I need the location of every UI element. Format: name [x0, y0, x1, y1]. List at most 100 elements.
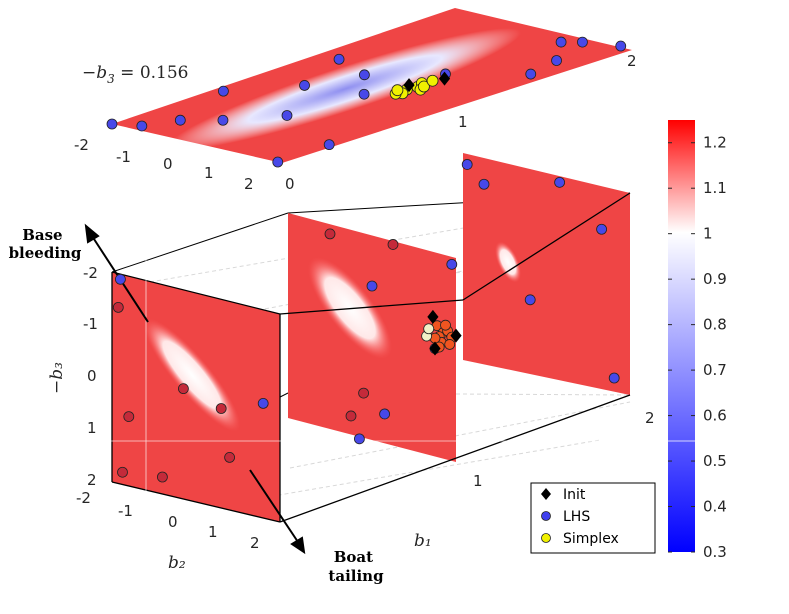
arrow-boat-tailing: [249, 469, 306, 555]
lhs-point: [358, 69, 370, 81]
colorbar-ramp: [668, 120, 695, 552]
legend-init-marker: [541, 488, 551, 500]
lhs-point: [551, 55, 562, 66]
lhs-point: [299, 80, 310, 91]
b3-tick: 1: [87, 419, 97, 437]
top-b2-tick: 2: [244, 175, 254, 193]
init-point: [450, 328, 462, 343]
top-slice-label: −b3 = 0.156: [82, 63, 189, 86]
simplex-point: [391, 84, 404, 97]
colorbar-tick-label: 1.1: [703, 179, 727, 197]
zlabel: −b₃: [47, 362, 67, 394]
legend-lhs-marker: [541, 511, 551, 521]
b2-tick: -1: [118, 502, 133, 520]
slice-b1-0-valley: [143, 318, 241, 432]
lhs-point-hidden: [112, 301, 124, 313]
b2-tick: 1: [208, 523, 218, 541]
colorbar-tick-label: 1.2: [703, 134, 727, 152]
legend-simplex-marker: [541, 533, 551, 543]
init-point: [438, 71, 451, 86]
colorbar-tick-label: 0.7: [703, 361, 727, 379]
top-b2-tick: -2: [74, 136, 89, 154]
lhs-point: [106, 118, 118, 130]
crosshair: [0, 260, 789, 500]
top-b2-tick: -1: [116, 148, 131, 166]
legend-lhs-label: LHS: [563, 509, 590, 525]
b3-axis-ticks: -2 -1 0 1 2: [83, 264, 98, 489]
b2-tick: 0: [168, 513, 178, 531]
colorbar-tick-label: 0.8: [703, 316, 727, 334]
top-b2-tick: 0: [163, 155, 173, 173]
top-b1-tick: 2: [627, 52, 637, 70]
slice-b1-2-valley: [495, 241, 521, 283]
ylabel: b₂: [168, 553, 186, 573]
legend-init-label: Init: [563, 487, 586, 503]
cluster-point: [423, 323, 435, 335]
lhs-point: [525, 68, 537, 80]
lhs-point: [577, 36, 588, 48]
init-point: [427, 309, 439, 324]
xlabel: b₁: [414, 531, 432, 551]
series-lhs: [106, 36, 627, 445]
cluster-point: [444, 339, 456, 350]
lhs-point: [323, 139, 335, 151]
lhs-point: [136, 120, 148, 132]
lhs-point: [554, 176, 565, 188]
lhs-point: [366, 280, 378, 292]
lhs-point: [596, 223, 607, 235]
lhs-point: [272, 156, 284, 168]
colorbar-tick-label: 0.5: [703, 452, 727, 470]
box-front-edges: [111, 192, 631, 523]
lhs-point-hidden: [177, 383, 189, 395]
lhs-point: [115, 273, 126, 285]
simplex-point: [418, 80, 430, 93]
lhs-point: [174, 114, 186, 126]
series-init: [403, 71, 462, 356]
b2-tick: -2: [76, 489, 91, 507]
top-b1-tick: 0: [285, 175, 295, 193]
lhs-point: [608, 372, 620, 384]
lhs-point: [217, 114, 229, 126]
legend: Init LHS Simplex: [530, 482, 656, 554]
colorbar-tick-label: 0.6: [703, 407, 727, 425]
series-lhs-dark: [112, 228, 399, 483]
top-b2-tick: 1: [204, 164, 214, 182]
lhs-point-hidden: [117, 466, 128, 478]
lhs-point-hidden: [324, 228, 336, 240]
b1-axis-ticks: 1 2: [473, 409, 655, 490]
colorbar-tick-label: 0.4: [703, 498, 727, 516]
b1-tick: 1: [473, 472, 483, 490]
lhs-point: [353, 433, 365, 445]
lhs-point: [257, 397, 269, 409]
slice-b1-2: [463, 153, 630, 395]
slice-top-valley: [168, 28, 522, 150]
colorbar-ticks: 0.3 0.4 0.5 0.6 0.7 0.8 0.9 1 1.1 1.2: [668, 134, 727, 561]
lhs-point-hidden: [215, 403, 227, 414]
b3-tick: -2: [83, 264, 98, 282]
colorbar: 0.3 0.4 0.5 0.6 0.7 0.8 0.9 1 1.1 1.2: [668, 120, 727, 561]
lhs-point-hidden: [358, 387, 370, 399]
lhs-point: [379, 408, 391, 420]
b2-axis-ticks: -2 -1 0 1 2: [76, 489, 260, 552]
lhs-point-hidden: [123, 411, 135, 423]
init-point: [403, 78, 415, 93]
lhs-point-hidden: [387, 239, 399, 250]
lhs-point: [281, 110, 293, 121]
cluster-point: [440, 319, 451, 331]
colorbar-tick-label: 0.9: [703, 270, 727, 288]
b3-tick: -1: [83, 315, 98, 333]
b3-tick: 0: [87, 367, 97, 385]
b1-tick: 2: [645, 409, 655, 427]
legend-simplex-label: Simplex: [563, 531, 619, 547]
lhs-point: [217, 85, 229, 97]
lhs-point-hidden: [224, 451, 236, 463]
lhs-point-hidden: [156, 471, 168, 483]
top-slice-ticks: 0 1 2 -2 -1 0 1 2: [74, 52, 637, 193]
lhs-point-hidden: [345, 410, 357, 422]
lhs-point: [446, 258, 458, 270]
simplex-point: [426, 74, 439, 87]
lhs-point: [358, 88, 370, 100]
top-b1-tick: 1: [458, 113, 468, 131]
annotation-boat-tailing: Boat tailing: [328, 548, 384, 585]
